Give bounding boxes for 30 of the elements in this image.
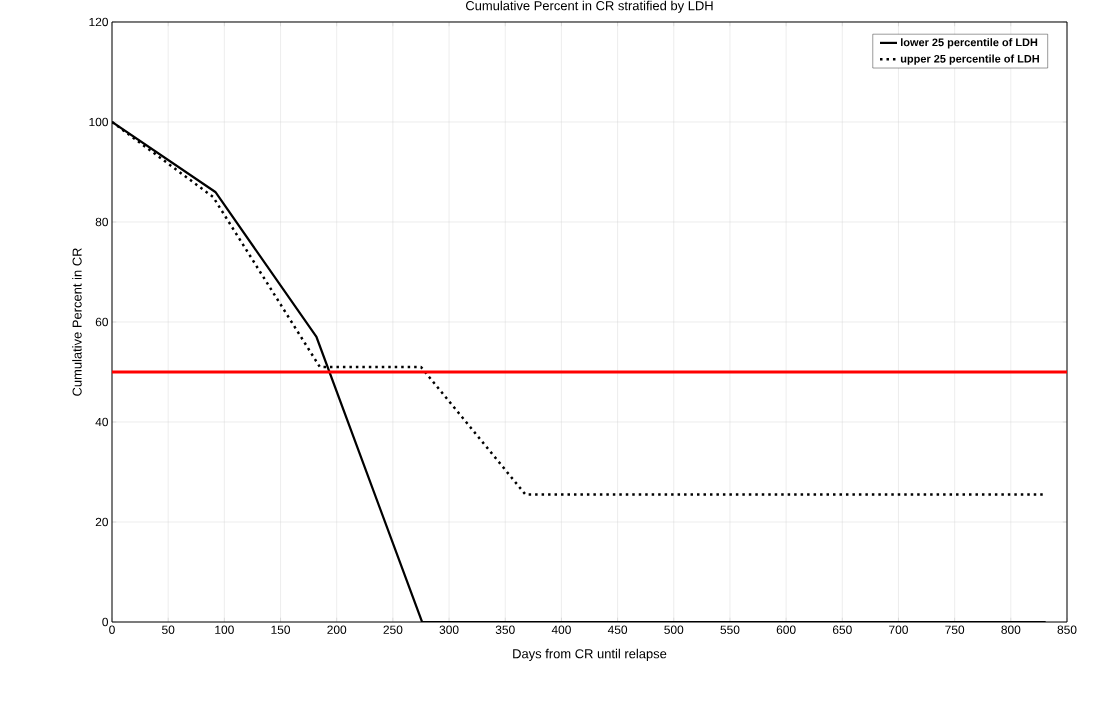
x-tick-label: 400	[551, 625, 571, 634]
chart-title: Cumulative Percent in CR stratified by LDH	[465, 0, 713, 13]
legend-label: upper 25 percentile of LDH	[900, 54, 1039, 65]
x-tick-label: 50	[162, 625, 175, 634]
x-tick-label: 350	[495, 625, 515, 634]
legend-label: lower 25 percentile of LDH	[901, 38, 1038, 49]
y-tick-label: 80	[95, 217, 109, 227]
x-tick-label: 600	[776, 625, 796, 634]
x-tick-label: 850	[1057, 625, 1077, 634]
x-tick-label: 750	[945, 625, 965, 634]
x-tick-label: 0	[109, 625, 115, 634]
x-tick-label: 650	[832, 625, 852, 634]
y-tick-label: 0	[102, 617, 109, 627]
x-tick-label: 700	[889, 625, 908, 634]
x-axis-title: Days from CR until relapse	[513, 648, 667, 661]
x-tick-label: 150	[271, 625, 291, 634]
y-tick-label: 100	[89, 117, 109, 127]
y-tick-label: 120	[89, 17, 109, 27]
y-tick-label: 20	[95, 517, 109, 527]
x-tick-label: 250	[383, 625, 403, 634]
x-tick-label: 300	[439, 625, 459, 634]
x-tick-label: 500	[664, 625, 684, 634]
x-tick-label: 450	[607, 625, 628, 634]
y-axis-title: Cumulative Percent in CR	[72, 248, 82, 396]
y-tick-label: 60	[95, 317, 109, 327]
y-tick-label: 40	[95, 417, 109, 427]
x-tick-label: 800	[1001, 625, 1021, 634]
x-tick-label: 100	[215, 625, 234, 634]
x-tick-label: 550	[720, 625, 740, 634]
x-tick-label: 200	[327, 625, 347, 634]
